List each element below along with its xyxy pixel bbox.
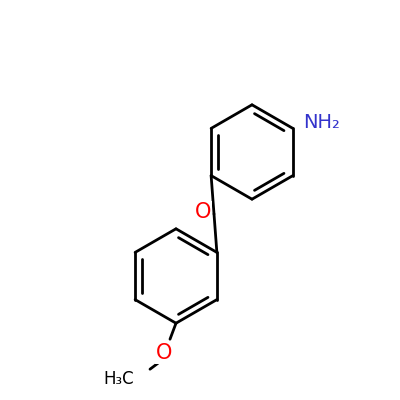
- Text: O: O: [195, 202, 211, 222]
- Text: O: O: [156, 343, 172, 363]
- Text: NH₂: NH₂: [303, 113, 340, 132]
- Text: H₃C: H₃C: [103, 370, 134, 388]
